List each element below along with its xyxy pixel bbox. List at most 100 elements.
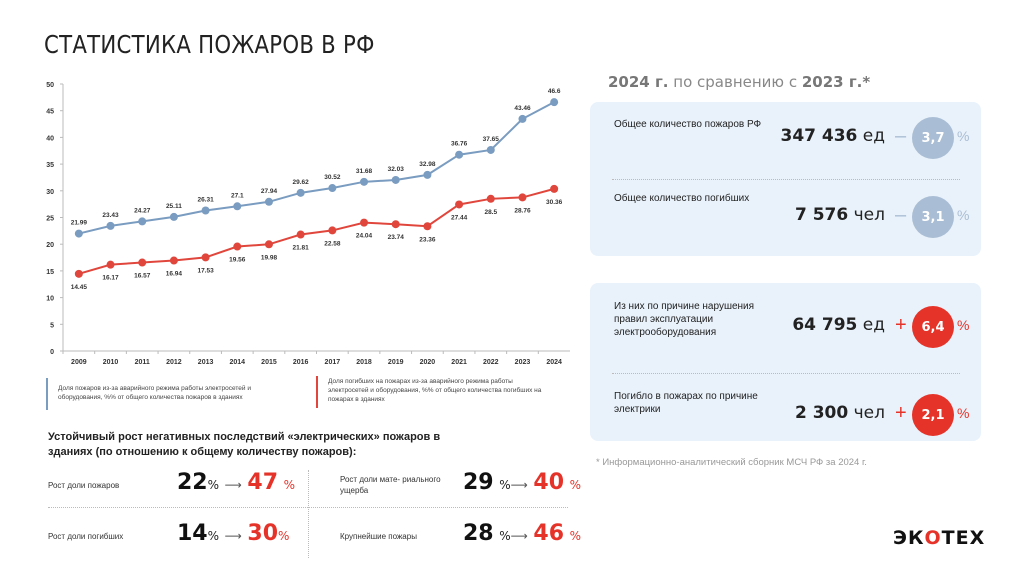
percent-sign: % bbox=[957, 317, 970, 333]
data-label: 46.6 bbox=[548, 88, 561, 95]
data-point bbox=[518, 114, 527, 123]
data-label: 16.17 bbox=[102, 275, 119, 282]
card-label: Общее количество погибших bbox=[614, 193, 750, 204]
data-point bbox=[74, 229, 83, 238]
y-tick-label: 0 bbox=[50, 349, 54, 356]
data-label: 19.56 bbox=[229, 257, 246, 264]
card-value: 64 795 ед bbox=[792, 315, 885, 335]
data-point bbox=[391, 220, 400, 229]
data-label: 24.27 bbox=[134, 207, 151, 214]
data-point bbox=[423, 222, 432, 231]
line-chart: 0 5 10 15 20 25 30 35 40 45 50 2009 2010 2011 2012 2013… bbox=[46, 82, 570, 366]
x-tick-label: 2021 bbox=[451, 359, 467, 366]
data-label: 30.52 bbox=[324, 174, 341, 181]
divider bbox=[612, 179, 960, 180]
x-tick-label: 2020 bbox=[420, 359, 436, 366]
legend-blue: Доля пожаров из-за аварийного режима раб… bbox=[46, 378, 276, 410]
data-label: 21.99 bbox=[71, 220, 88, 227]
data-label: 22.58 bbox=[324, 240, 341, 247]
card-label: Общее количество пожаров РФ bbox=[614, 119, 762, 130]
x-tick-label: 2024 bbox=[546, 359, 562, 366]
data-point bbox=[360, 177, 369, 186]
data-label: 37.65 bbox=[483, 136, 500, 143]
data-point bbox=[169, 256, 178, 265]
data-label: 30.36 bbox=[546, 199, 563, 206]
data-label: 28.76 bbox=[514, 207, 531, 214]
data-point bbox=[486, 145, 495, 154]
plus-icon: + bbox=[895, 402, 907, 424]
page-title: СТАТИСТИКА ПОЖАРОВ В РФ bbox=[44, 30, 375, 59]
change-badge: 3,7 bbox=[912, 117, 954, 159]
data-point bbox=[550, 184, 559, 193]
x-tick-label: 2014 bbox=[229, 359, 245, 366]
data-point bbox=[455, 200, 464, 209]
x-tick-label: 2010 bbox=[103, 359, 119, 366]
data-label: 24.04 bbox=[356, 233, 373, 240]
percent-sign: % bbox=[957, 207, 970, 223]
stat-value: 14% ⟶ 30% bbox=[177, 521, 290, 546]
data-point bbox=[391, 175, 400, 184]
x-tick-label: 2019 bbox=[388, 359, 404, 366]
data-point bbox=[423, 170, 432, 179]
data-point bbox=[138, 258, 147, 267]
card-value: 7 576 чел bbox=[794, 205, 885, 225]
stat-label: Рост доли пожаров bbox=[48, 481, 120, 490]
data-point bbox=[264, 197, 273, 206]
divider bbox=[308, 470, 309, 558]
change-badge: 2,1 bbox=[912, 394, 954, 436]
card-value: 2 300 чел bbox=[794, 403, 885, 423]
data-label: 36.76 bbox=[451, 141, 468, 148]
data-point bbox=[233, 202, 242, 211]
data-label: 32.03 bbox=[388, 166, 405, 173]
card-value: 347 436 ед bbox=[780, 126, 885, 146]
data-label: 21.81 bbox=[293, 245, 310, 252]
x-tick-label: 2012 bbox=[166, 359, 182, 366]
divider bbox=[612, 373, 960, 374]
x-tick-label: 2013 bbox=[198, 359, 214, 366]
stat-label: Рост доли мате- риального ущерба bbox=[340, 475, 441, 495]
data-point bbox=[74, 269, 83, 278]
stat-label: Рост доли погибших bbox=[48, 532, 124, 541]
x-tick-label: 2016 bbox=[293, 359, 309, 366]
data-point bbox=[360, 218, 369, 227]
y-tick-label: 45 bbox=[46, 109, 54, 116]
change-badge: 6,4 bbox=[912, 306, 954, 348]
change-badge: 3,1 bbox=[912, 196, 954, 238]
x-tick-label: 2018 bbox=[356, 359, 372, 366]
data-label: 19.98 bbox=[261, 254, 278, 261]
data-label: 23.43 bbox=[102, 212, 119, 219]
percent-sign: % bbox=[957, 128, 970, 144]
x-tick-label: 2023 bbox=[515, 359, 531, 366]
x-tick-label: 2017 bbox=[325, 359, 341, 366]
data-label: 32.98 bbox=[419, 161, 436, 168]
data-point bbox=[550, 98, 559, 107]
data-point bbox=[455, 150, 464, 159]
series-line-red bbox=[78, 187, 555, 275]
data-label: 23.74 bbox=[388, 234, 405, 241]
data-point bbox=[106, 221, 115, 230]
y-tick-label: 25 bbox=[46, 216, 54, 223]
data-point bbox=[296, 188, 305, 197]
data-point bbox=[233, 242, 242, 251]
y-tick-label: 20 bbox=[46, 242, 54, 249]
x-tick-label: 2022 bbox=[483, 359, 499, 366]
data-label: 16.94 bbox=[166, 271, 183, 278]
minus-icon: – bbox=[895, 204, 907, 226]
stat-value: 28 %⟶ 46 % bbox=[463, 521, 581, 546]
card-label: Из них по причине нарушения правил экспл… bbox=[614, 301, 755, 338]
stat-value: 22% ⟶ 47 % bbox=[177, 470, 295, 495]
data-point bbox=[138, 217, 147, 226]
data-label: 28.5 bbox=[484, 209, 497, 216]
data-point bbox=[328, 226, 337, 235]
card-label: Погибло в пожарах по причине электрики bbox=[614, 391, 758, 415]
x-tick-label: 2011 bbox=[135, 359, 150, 366]
series-line-blue bbox=[78, 101, 555, 235]
data-label: 43.46 bbox=[514, 105, 531, 112]
data-label: 31.68 bbox=[356, 168, 373, 175]
legend-red: Доля погибших на пожарах из-за аварийног… bbox=[316, 376, 546, 408]
bottom-heading: Устойчивый рост негативных последствий «… bbox=[48, 431, 441, 458]
logo: ЭКОТЕХ bbox=[893, 527, 986, 549]
x-tick-label: 2015 bbox=[261, 359, 277, 366]
data-label: 23.36 bbox=[419, 236, 436, 243]
data-point bbox=[264, 240, 273, 249]
